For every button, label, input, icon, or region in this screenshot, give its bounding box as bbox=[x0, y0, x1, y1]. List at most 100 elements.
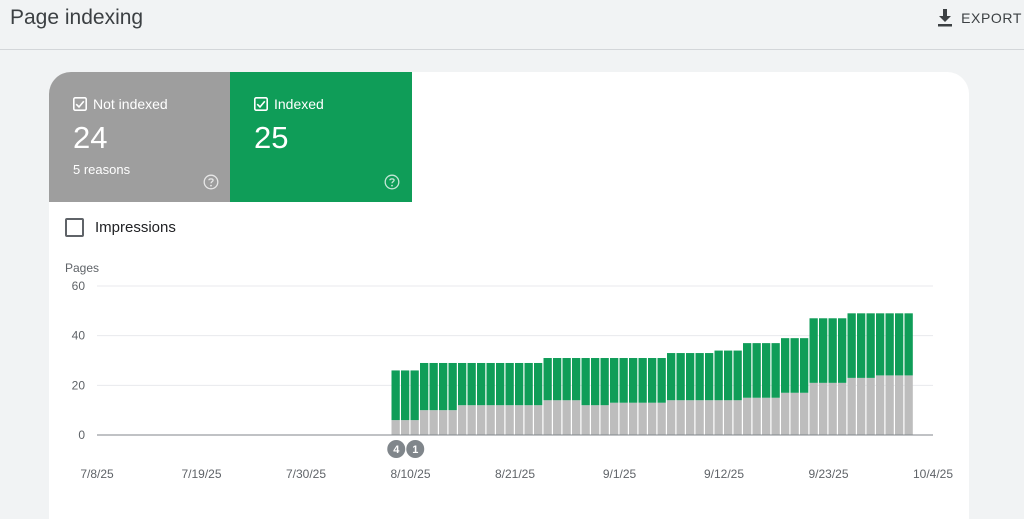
bar-indexed bbox=[439, 362, 448, 411]
bar-not-indexed bbox=[828, 382, 837, 435]
annotation-label: 1 bbox=[412, 444, 418, 456]
annotation-label: 4 bbox=[393, 444, 400, 456]
bar-not-indexed bbox=[790, 392, 799, 435]
bar-not-indexed bbox=[724, 400, 733, 435]
bar-indexed bbox=[809, 318, 818, 383]
bar-not-indexed bbox=[876, 375, 885, 435]
bar-not-indexed bbox=[467, 405, 476, 435]
bar-indexed bbox=[448, 362, 457, 411]
bar-indexed bbox=[505, 362, 514, 406]
bar-not-indexed bbox=[743, 397, 752, 435]
bar-indexed bbox=[895, 313, 904, 376]
bar-indexed bbox=[781, 338, 790, 393]
bar-indexed bbox=[401, 370, 410, 421]
x-tick-label: 8/10/25 bbox=[390, 467, 430, 481]
bar-indexed bbox=[543, 358, 552, 401]
bar-indexed bbox=[410, 370, 419, 421]
bar-indexed bbox=[724, 350, 733, 401]
bar-not-indexed bbox=[477, 405, 486, 435]
checkbox-checked-icon[interactable] bbox=[73, 97, 87, 111]
indexed-tile[interactable]: Indexed 25 bbox=[230, 72, 412, 202]
bar-indexed bbox=[581, 358, 590, 406]
bar-indexed bbox=[667, 353, 676, 401]
bar-not-indexed bbox=[733, 400, 742, 435]
bar-indexed bbox=[496, 362, 505, 406]
bar-not-indexed bbox=[857, 377, 866, 435]
page-title: Page indexing bbox=[10, 6, 144, 29]
bar-not-indexed bbox=[600, 405, 609, 435]
bar-not-indexed bbox=[543, 400, 552, 435]
bar-not-indexed bbox=[458, 405, 467, 435]
y-tick-label: 0 bbox=[78, 428, 85, 442]
bar-indexed bbox=[600, 358, 609, 406]
bar-not-indexed bbox=[895, 375, 904, 435]
y-tick-label: 20 bbox=[72, 378, 86, 392]
bar-not-indexed bbox=[505, 405, 514, 435]
bar-not-indexed bbox=[486, 405, 495, 435]
bar-not-indexed bbox=[448, 410, 457, 435]
checkbox-checked-icon[interactable] bbox=[254, 97, 268, 111]
bar-not-indexed bbox=[524, 405, 533, 435]
bar-not-indexed bbox=[695, 400, 704, 435]
y-tick-label: 60 bbox=[72, 279, 86, 293]
bar-indexed bbox=[733, 350, 742, 401]
bar-indexed bbox=[904, 313, 913, 376]
page-header: Page indexing EXPORT bbox=[0, 0, 1024, 50]
annotation-marker bbox=[387, 440, 406, 458]
indexed-label: Indexed bbox=[274, 96, 324, 112]
bar-not-indexed bbox=[705, 400, 714, 435]
bar-not-indexed bbox=[838, 382, 847, 435]
bar-indexed bbox=[524, 362, 533, 406]
not-indexed-reasons: 5 reasons bbox=[73, 162, 131, 177]
indexing-chart: Pages 0 20 40 60 7/8/25 7/19/25 7/30/25 8/10/25 8… bbox=[65, 261, 953, 481]
bar-indexed bbox=[771, 343, 780, 398]
bar-indexed bbox=[743, 343, 752, 398]
bar-not-indexed bbox=[819, 382, 828, 435]
x-tick-label: 8/21/25 bbox=[495, 467, 535, 481]
bar-indexed bbox=[562, 358, 571, 401]
bar-not-indexed bbox=[429, 410, 438, 435]
x-tick-label: 7/8/25 bbox=[80, 467, 114, 481]
bar-indexed bbox=[657, 358, 666, 403]
bar-indexed bbox=[876, 313, 885, 376]
impressions-checkbox[interactable] bbox=[65, 218, 84, 237]
bar-indexed bbox=[676, 353, 685, 401]
help-icon[interactable] bbox=[384, 174, 400, 190]
x-tick-label: 9/1/25 bbox=[603, 467, 637, 481]
bar-not-indexed bbox=[629, 402, 638, 435]
bar-indexed bbox=[790, 338, 799, 393]
bar-not-indexed bbox=[904, 375, 913, 435]
not-indexed-count: 24 bbox=[73, 120, 108, 155]
bar-not-indexed bbox=[686, 400, 695, 435]
export-label: EXPORT bbox=[961, 10, 1022, 26]
impressions-label: Impressions bbox=[95, 219, 176, 236]
bar-not-indexed bbox=[572, 400, 581, 435]
bar-not-indexed bbox=[885, 375, 894, 435]
bar-not-indexed bbox=[771, 397, 780, 435]
bar-indexed bbox=[847, 313, 856, 378]
x-tick-label: 7/30/25 bbox=[286, 467, 326, 481]
bar-indexed bbox=[591, 358, 600, 406]
bar-indexed bbox=[714, 350, 723, 401]
bar-not-indexed bbox=[657, 402, 666, 435]
not-indexed-tile[interactable]: Not indexed 24 5 reasons bbox=[49, 72, 231, 202]
bar-indexed bbox=[467, 362, 476, 406]
bar-not-indexed bbox=[410, 420, 419, 435]
help-icon[interactable] bbox=[203, 174, 219, 190]
y-tick-label: 40 bbox=[72, 329, 86, 343]
impressions-toggle[interactable]: Impressions bbox=[65, 218, 176, 237]
x-tick-label: 7/19/25 bbox=[181, 467, 221, 481]
not-indexed-label: Not indexed bbox=[93, 96, 168, 112]
bar-indexed bbox=[534, 362, 543, 406]
bar-not-indexed bbox=[553, 400, 562, 435]
bar-not-indexed bbox=[714, 400, 723, 435]
export-button[interactable]: EXPORT bbox=[937, 6, 1022, 30]
bar-indexed bbox=[486, 362, 495, 406]
x-tick-label: 10/4/25 bbox=[913, 467, 953, 481]
bar-indexed bbox=[866, 313, 875, 378]
bar-not-indexed bbox=[809, 382, 818, 435]
bar-not-indexed bbox=[439, 410, 448, 435]
bar-not-indexed bbox=[781, 392, 790, 435]
bar-indexed bbox=[648, 358, 657, 403]
bar-indexed bbox=[686, 353, 695, 401]
